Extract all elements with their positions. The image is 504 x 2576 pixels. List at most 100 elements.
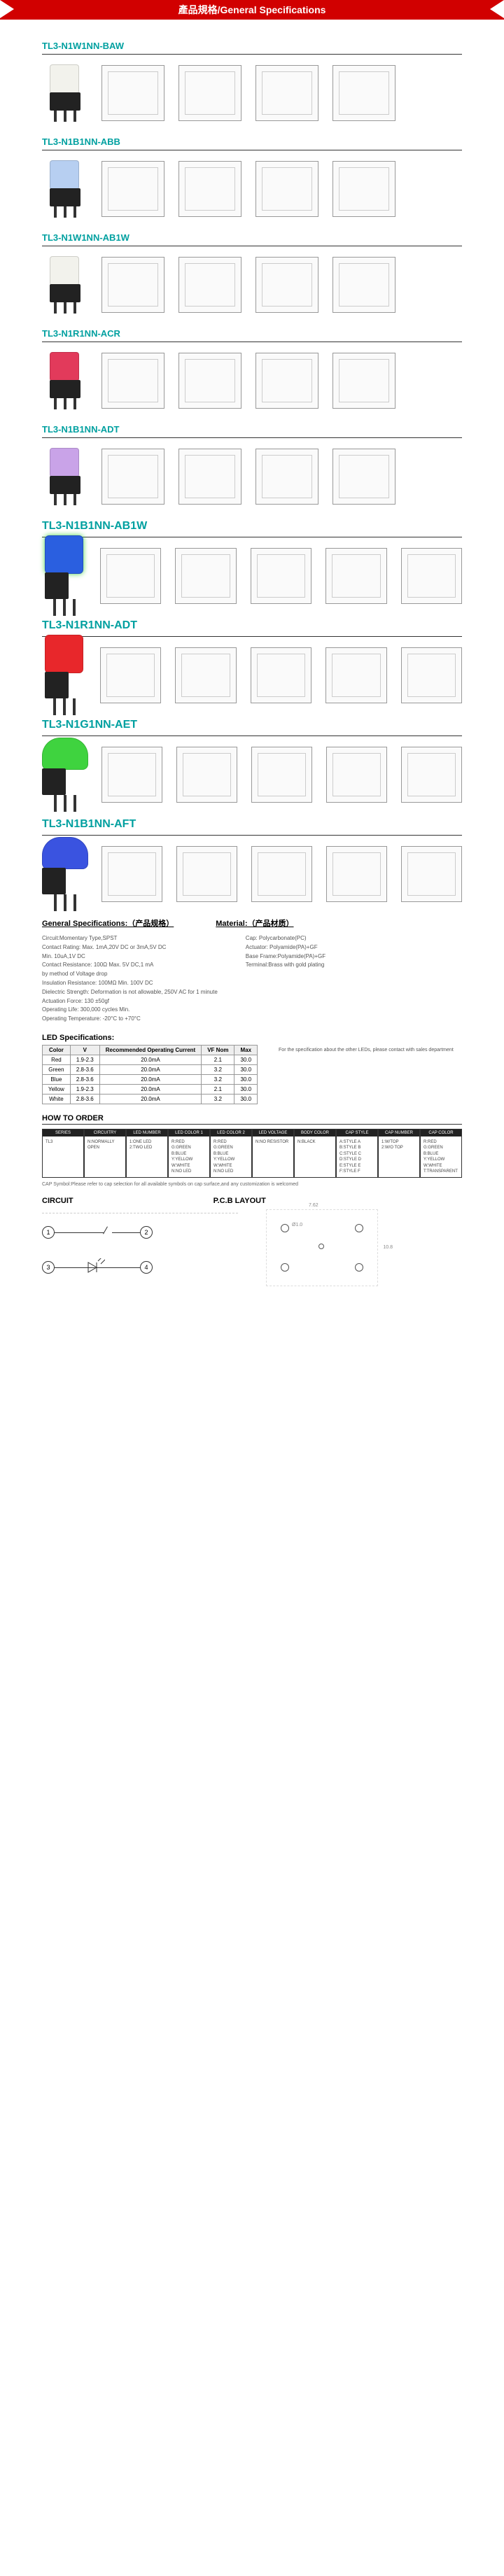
order-bd: N:NORMALLY OPEN: [85, 1136, 125, 1154]
spec-line: Contact Resistance: 100Ω Max. 5V DC,1 mA: [42, 961, 218, 970]
order-hd: CAP STYLE: [337, 1129, 377, 1136]
order-cell: LED VOLTAGEN:NO RESISTOR: [252, 1129, 294, 1178]
spec-line: Min. 10uA,1V DC: [42, 952, 218, 962]
product-row: TL3-N1G1NN-AET: [42, 719, 462, 804]
product-row: TL3-N1W1NN-AB1W: [42, 232, 462, 314]
pcb-title: P.C.B LAYOUT: [214, 1197, 266, 1205]
led-th: VF Nom: [202, 1045, 234, 1055]
led-th: Color: [43, 1045, 71, 1055]
tech-drawing: [332, 257, 396, 313]
spec-line: Contact Rating: Max. 1mA,20V DC or 3mA,5…: [42, 943, 218, 952]
tech-drawing: [255, 449, 318, 505]
spec-left: Circuit:Momentary Type,SPSTContact Ratin…: [42, 934, 218, 1024]
led-td: 2.8-3.6: [70, 1064, 99, 1074]
led-td: 3.2: [202, 1074, 234, 1084]
order-cell: SERIESTL3: [42, 1129, 84, 1178]
tech-drawing: [178, 353, 241, 409]
tech-drawing: [176, 747, 237, 803]
tech-drawing: [326, 647, 386, 703]
led-td: 3.2: [202, 1094, 234, 1104]
part-number: TL3-N1B1NN-AB1W: [42, 520, 462, 533]
spec-line: Base Frame:Polyamide(PA)+GF: [246, 952, 326, 962]
product-photo: [42, 351, 88, 410]
order-cell: LED COLOR 1R:REDG:GREENB:BLUEY:YELLOWW:W…: [168, 1129, 210, 1178]
tech-drawing: [178, 65, 241, 121]
tech-drawing: [178, 449, 241, 505]
led-td: 2.8-3.6: [70, 1074, 99, 1084]
order-strip: SERIESTL3CIRCUITRYN:NORMALLY OPENLED NUM…: [42, 1129, 462, 1178]
part-number: TL3-N1W1NN-AB1W: [42, 232, 462, 243]
led-td: Blue: [43, 1074, 71, 1084]
spec-line: Dielectric Strength: Deformation is not …: [42, 988, 218, 997]
part-number: TL3-N1G1NN-AET: [42, 719, 462, 731]
tech-drawing: [178, 161, 241, 217]
tech-drawing: [326, 548, 386, 604]
order-hd: LED VOLTAGE: [253, 1129, 293, 1136]
product-photo: [42, 745, 88, 804]
order-bd: 1:W/TOP2:W/O TOP: [379, 1136, 419, 1154]
spec-line: Insulation Resistance: 100MΩ Min. 100V D…: [42, 979, 218, 988]
spec-line: by method of Voltage drop: [42, 970, 218, 979]
pcb-hole: Ø1.0: [292, 1223, 302, 1227]
order-hd: BODY COLOR: [295, 1129, 335, 1136]
part-number: TL3-N1R1NN-ADT: [42, 619, 462, 632]
order-hd: CAP NUMBER: [379, 1129, 419, 1136]
led-spec-title: LED Specifications:: [42, 1034, 462, 1042]
tech-drawing: [401, 846, 462, 902]
tech-drawing: [102, 846, 162, 902]
howto-title: HOW TO ORDER: [42, 1114, 462, 1125]
tech-drawing: [332, 161, 396, 217]
tech-drawing: [332, 449, 396, 505]
tech-drawing: [332, 65, 396, 121]
spec-line: Operating Life: 300,000 cycles Min.: [42, 1006, 218, 1015]
tech-drawing: [175, 647, 236, 703]
tech-drawing: [401, 747, 462, 803]
product-photo: [42, 63, 88, 122]
part-number: TL3-N1B1NN-ADT: [42, 424, 462, 435]
part-number: TL3-N1R1NN-ACR: [42, 328, 462, 339]
order-cell: CAP COLORR:REDG:GREENB:BLUEY:YELLOWW:WHI…: [420, 1129, 462, 1178]
tech-drawing: [401, 647, 462, 703]
tech-drawing: [401, 548, 462, 604]
tech-drawing: [255, 353, 318, 409]
led-td: 1.9-2.3: [70, 1084, 99, 1094]
order-bd: 1:ONE LED2:TWO LED: [127, 1136, 167, 1154]
page-content: TL3-N1W1NN-BAWTL3-N1B1NN-ABBTL3-N1W1NN-A…: [0, 20, 504, 1307]
circuit-title: CIRCUIT: [42, 1197, 74, 1205]
product-row: TL3-N1R1NN-ACR: [42, 328, 462, 410]
product-row: TL3-N1W1NN-BAW: [42, 41, 462, 122]
led-td: 20.0mA: [99, 1064, 201, 1074]
led-td: 30.0: [234, 1074, 258, 1084]
led-td: 2.1: [202, 1084, 234, 1094]
spec-line: Cap: Polycarbonate(PC): [246, 934, 326, 943]
led-td: Yellow: [43, 1084, 71, 1094]
order-hd: LED COLOR 1: [169, 1129, 209, 1136]
pcb-w: 10.8: [383, 1245, 393, 1250]
order-bd: A:STYLE AB:STYLE BC:STYLE CD:STYLE DE:ST…: [337, 1136, 377, 1177]
led-td: Green: [43, 1064, 71, 1074]
tech-drawing: [100, 548, 161, 604]
order-cell: CAP STYLEA:STYLE AB:STYLE BC:STYLE CD:ST…: [336, 1129, 378, 1178]
order-bd: R:REDG:GREENB:BLUEY:YELLOWW:WHITET:TRANS…: [421, 1136, 461, 1177]
order-bd: TL3: [43, 1136, 83, 1148]
led-td: 20.0mA: [99, 1094, 201, 1104]
led-td: Red: [43, 1055, 71, 1064]
product-photo: [42, 159, 88, 218]
order-bd: R:REDG:GREENB:BLUEY:YELLOWW:WHITEN:NO LE…: [169, 1136, 209, 1177]
led-th: V: [70, 1045, 99, 1055]
tech-drawing: [251, 846, 312, 902]
order-bd: R:REDG:GREENB:BLUEY:YELLOWW:WHITEN:NO LE…: [211, 1136, 251, 1177]
layout-headers: CIRCUIT P.C.B LAYOUT: [42, 1197, 462, 1205]
order-hd: CAP COLOR: [421, 1129, 461, 1136]
order-cell: CAP NUMBER1:W/TOP2:W/O TOP: [378, 1129, 420, 1178]
led-symbol: [84, 1258, 105, 1276]
order-cell: LED COLOR 2R:REDG:GREENB:BLUEY:YELLOWW:W…: [210, 1129, 252, 1178]
spec-line: Actuation Force: 130 ±50gf: [42, 997, 218, 1006]
spec-line: Circuit:Momentary Type,SPST: [42, 934, 218, 943]
tech-drawing: [102, 161, 164, 217]
led-td: 30.0: [234, 1094, 258, 1104]
order-cell: CIRCUITRYN:NORMALLY OPEN: [84, 1129, 126, 1178]
gen-spec-title: General Specifications:（产品规格）: [42, 917, 174, 929]
order-bd: N:BLACK: [295, 1136, 335, 1148]
tech-drawing: [102, 353, 164, 409]
